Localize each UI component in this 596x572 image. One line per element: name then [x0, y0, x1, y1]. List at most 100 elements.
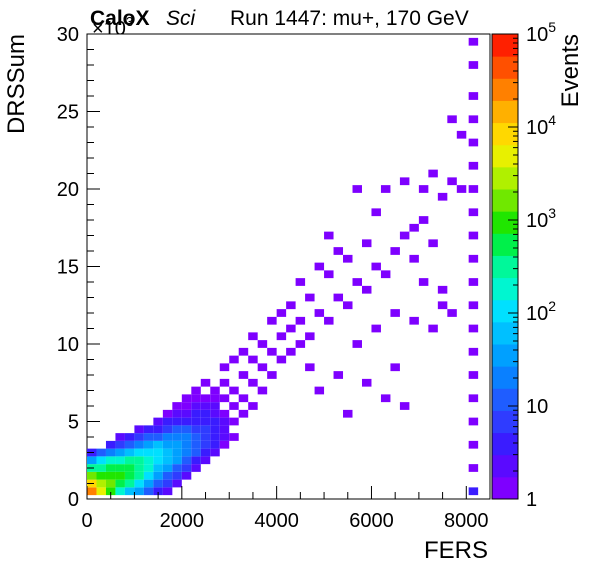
heatmap-bin	[468, 464, 479, 472]
heatmap-bin	[409, 223, 419, 232]
heatmap-bin	[468, 138, 479, 147]
heatmap-bin	[172, 456, 182, 465]
heatmap-bin	[418, 185, 429, 193]
heatmap-bin	[134, 456, 144, 465]
heatmap-bin	[200, 417, 211, 426]
heatmap-bin	[162, 479, 173, 488]
y-tick-label: 5	[68, 412, 79, 434]
heatmap-bin	[162, 448, 173, 457]
heatmap-bin	[172, 440, 182, 449]
heatmap-bin	[162, 409, 173, 418]
heatmap-bin	[162, 487, 173, 496]
heatmap-bin	[200, 456, 211, 465]
heatmap-bin	[181, 471, 192, 480]
heatmap-bin	[257, 363, 268, 372]
heatmap-bin	[257, 386, 268, 395]
heatmap-bin	[399, 231, 410, 240]
heatmap-bin	[181, 425, 192, 434]
heatmap-bin	[162, 456, 173, 465]
heatmap-bin	[181, 440, 192, 449]
heatmap-bin	[162, 471, 173, 480]
heatmap-bin	[219, 440, 230, 449]
heatmap-bin	[172, 425, 182, 434]
heatmap-bin	[96, 456, 106, 465]
heatmap-bin	[181, 417, 192, 426]
heatmap-bin	[219, 378, 230, 387]
heatmap-bin	[200, 440, 211, 449]
heatmap-bin	[124, 440, 135, 449]
heatmap-bin	[181, 433, 192, 441]
heatmap-bin	[447, 177, 457, 186]
heatmap-bin	[115, 471, 125, 480]
colorbar-segment	[492, 299, 518, 323]
heatmap-bin	[191, 402, 201, 410]
heatmap-bin	[210, 394, 220, 403]
colorbar-segment	[492, 78, 518, 101]
x-axis-title: FERS	[424, 537, 488, 564]
heatmap-bin	[380, 270, 391, 279]
heatmap-bin	[343, 409, 353, 418]
colorbar-segment	[492, 144, 518, 168]
heatmap-bin	[468, 92, 479, 100]
heatmap-bin	[468, 185, 479, 193]
heatmap-bin	[248, 355, 258, 364]
heatmap-bin	[324, 316, 334, 325]
heatmap-bin	[200, 433, 211, 441]
heatmap-bin	[428, 239, 438, 248]
heatmap-bin	[143, 448, 154, 457]
heatmap-bin	[468, 37, 479, 46]
heatmap-bin	[191, 394, 201, 403]
heatmap-bin	[248, 332, 258, 341]
heatmap-bin	[409, 316, 419, 325]
heatmap-bin	[267, 347, 277, 356]
colorbar-segment	[492, 166, 518, 190]
heatmap-bin	[115, 440, 125, 449]
colorbar-tick-label: 102	[526, 298, 556, 325]
heatmap-bin	[352, 340, 362, 348]
heatmap-bin	[162, 464, 173, 472]
heatmap-bin	[105, 456, 116, 465]
heatmap-bin	[286, 301, 296, 310]
heatmap-bin	[219, 433, 230, 441]
heatmap-bin	[181, 402, 192, 410]
heatmap-bin	[447, 309, 457, 317]
heatmap-bin	[219, 409, 230, 418]
heatmap-bin	[143, 440, 154, 449]
heatmap-bin	[200, 402, 211, 410]
heatmap-bin	[200, 425, 211, 434]
colorbar-segment	[492, 476, 518, 500]
heatmap-bin	[210, 402, 220, 410]
heatmap-bins	[87, 37, 479, 496]
heatmap-bin	[399, 177, 410, 186]
heatmap-bin	[191, 456, 201, 465]
heatmap-bin	[361, 239, 372, 248]
heatmap-bin	[105, 464, 116, 472]
heatmap-bin	[191, 417, 201, 426]
heatmap-bin	[361, 378, 372, 387]
heatmap-bin	[124, 433, 135, 441]
heatmap-bin	[191, 386, 201, 395]
heatmap-bin	[153, 456, 163, 465]
heatmap-bin	[238, 394, 249, 403]
heatmap-bin	[437, 301, 448, 310]
colorbar-tick-label: 10	[526, 396, 548, 418]
heatmap-bin	[115, 487, 125, 496]
heatmap-bin	[468, 371, 479, 379]
colorbar-segment	[492, 255, 518, 279]
heatmap-bin	[153, 440, 163, 449]
heatmap-bin	[210, 425, 220, 434]
heatmap-bin	[134, 471, 144, 480]
heatmap-bin	[105, 440, 116, 449]
experiment-label: CaloX	[90, 7, 150, 30]
y-tick-label: 20	[57, 179, 79, 201]
heatmap-bin	[468, 208, 479, 217]
colorbar-segment	[492, 410, 518, 434]
heatmap-bin	[172, 448, 182, 457]
heatmap-bin	[468, 324, 479, 333]
heatmap-bin	[124, 464, 135, 472]
heatmap-bin	[468, 487, 479, 496]
colorbar-tick-label: 104	[526, 112, 556, 139]
colorbar-segment	[492, 211, 518, 234]
heatmap-bin	[172, 471, 182, 480]
heatmap-bin	[276, 355, 287, 364]
